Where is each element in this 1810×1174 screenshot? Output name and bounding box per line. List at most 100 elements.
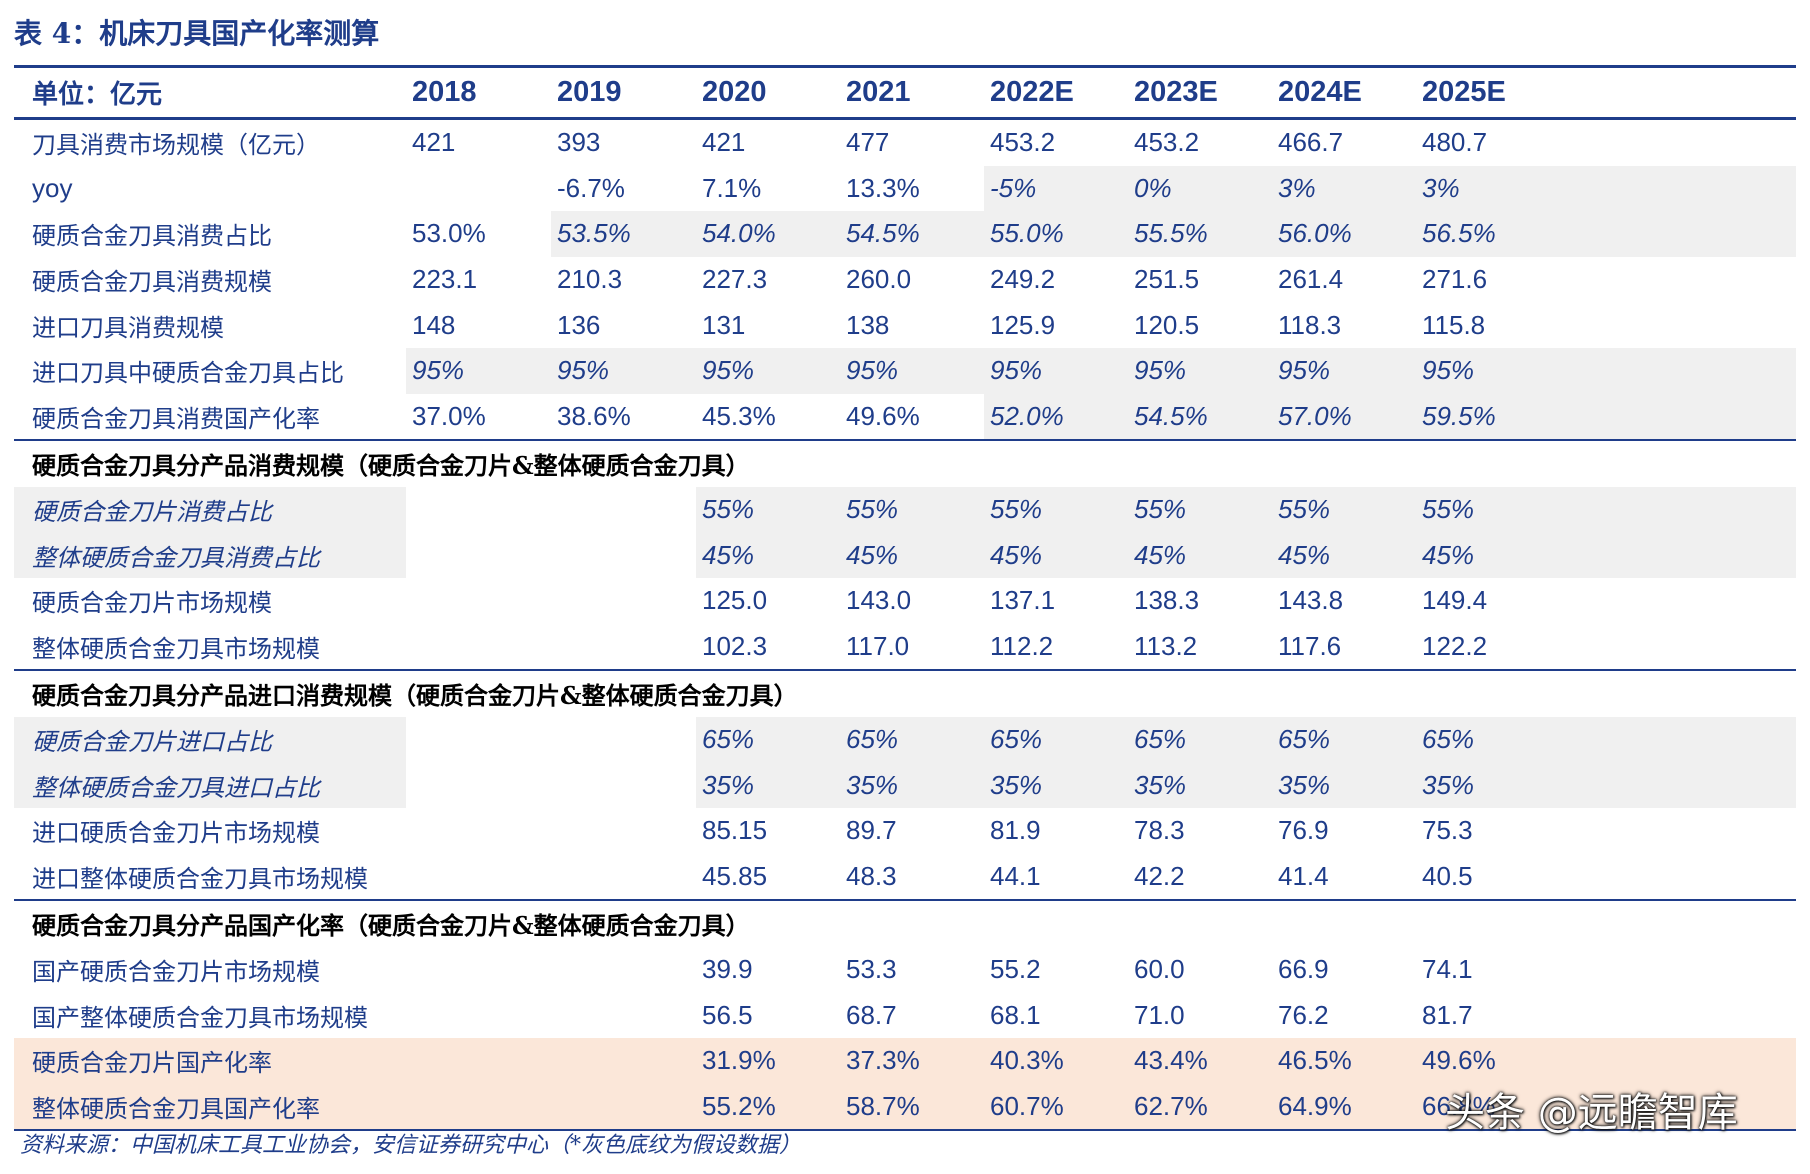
table-cell: 81.7	[1422, 999, 1473, 1030]
table-cell: 85.15	[702, 815, 768, 846]
table-cell: 138	[846, 309, 890, 340]
table-row: 硬质合金刀片消费占比 55% 55% 55% 55% 55% 55%	[14, 486, 1796, 533]
table-cell: 65%	[1416, 716, 1796, 763]
table-cell: 95%	[1272, 347, 1416, 394]
table-cell: 55%	[1416, 486, 1796, 533]
row-label: 整体硬质合金刀具消费占比	[14, 532, 406, 578]
row-label: yoy	[32, 172, 73, 203]
table-cell: 45%	[1272, 532, 1416, 578]
table-cell: 65%	[696, 716, 840, 763]
table-cell: 251.5	[1134, 264, 1200, 295]
table-cell	[551, 947, 696, 993]
table-cell	[551, 578, 696, 624]
table-cell: 55.2%	[696, 1083, 840, 1132]
table-cell: 143.8	[1278, 585, 1344, 616]
header-year: 2024E	[1272, 68, 1416, 120]
table-cell: 68.1	[990, 999, 1041, 1030]
table-cell: 453.2	[990, 127, 1056, 158]
table-cell	[406, 578, 551, 624]
table-cell: 65%	[1272, 716, 1416, 763]
table-cell: 13.3%	[846, 172, 920, 203]
table-cell	[406, 166, 551, 212]
row-label: 整体硬质合金刀具国产化率	[14, 1083, 406, 1132]
table-cell	[406, 992, 551, 1038]
table-cell: 137.1	[990, 585, 1056, 616]
table-cell: 66.8%	[1416, 1083, 1796, 1132]
table-cell: 117.0	[846, 630, 910, 661]
table-row: 硬质合金刀片进口占比 65% 65% 65% 65% 65% 65%	[14, 716, 1796, 763]
table-cell: 65%	[1128, 716, 1272, 763]
table-cell: 3%	[1272, 165, 1416, 212]
table-cell	[406, 532, 551, 578]
table-cell: 95%	[840, 347, 984, 394]
row-label: 国产硬质合金刀片市场规模	[32, 957, 320, 986]
table-cell	[551, 532, 696, 578]
table-cell: 122.2	[1422, 630, 1488, 661]
table-cell: 115.8	[1422, 309, 1486, 340]
table-cell: 41.4	[1278, 860, 1329, 891]
table-cell: 35%	[984, 762, 1128, 808]
section-title: 硬质合金刀具分产品进口消费规模（硬质合金刀片&整体硬质合金刀具）	[14, 669, 1796, 717]
table-row: 硬质合金刀片市场规模 125.0 143.0 137.1 138.3 143.8…	[14, 578, 1796, 624]
table-cell: 35%	[840, 762, 984, 808]
table-row: 进口刀具消费规模 148 136 131 138 125.9 120.5 118…	[14, 302, 1796, 348]
table-cell: 95%	[551, 347, 696, 394]
table-cell: 75.3	[1422, 815, 1473, 846]
table-cell: -6.7%	[557, 172, 625, 203]
table-cell: 55%	[696, 486, 840, 533]
table-cell: 480.7	[1422, 127, 1488, 158]
row-label: 进口硬质合金刀片市场规模	[32, 819, 320, 848]
table-cell: 223.1	[412, 264, 478, 295]
row-label: 整体硬质合金刀具进口占比	[14, 762, 406, 808]
table-row: 刀具消费市场规模（亿元） 421 393 421 477 453.2 453.2…	[14, 119, 1796, 166]
table-cell: 38.6%	[557, 400, 631, 431]
table-cell: 131	[702, 309, 746, 340]
table-cell: 54.5%	[840, 211, 984, 257]
table-cell: 249.2	[990, 264, 1056, 295]
table-cell: 35%	[1272, 762, 1416, 808]
table-cell: 136	[557, 309, 601, 340]
table-cell: 54.0%	[696, 211, 840, 257]
table-cell: 45%	[840, 532, 984, 578]
row-label: 整体硬质合金刀具市场规模	[32, 634, 320, 663]
table-cell: 45%	[1128, 532, 1272, 578]
table-cell: 53.3	[846, 953, 897, 984]
table-cell: 453.2	[1134, 127, 1200, 158]
table-cell	[551, 1037, 696, 1084]
table-cell: 31.9%	[696, 1037, 840, 1084]
row-label: 硬质合金刀片消费占比	[14, 486, 406, 533]
table-cell: 56.5	[702, 999, 753, 1030]
table-cell: 260.0	[846, 264, 912, 295]
table-cell	[551, 1083, 696, 1132]
table-cell: 53.5%	[551, 211, 696, 257]
table-cell: 56.0%	[1272, 211, 1416, 257]
table-cell: 45%	[1416, 532, 1796, 578]
table-cell: 120.5	[1134, 309, 1200, 340]
table-cell: 7.1%	[702, 172, 762, 203]
header-year: 2022E	[984, 68, 1128, 120]
table-cell: 95%	[406, 347, 551, 394]
table-cell	[406, 762, 551, 808]
table-cell: 393	[557, 127, 601, 158]
table-cell: 477	[846, 127, 890, 158]
table-row: 进口刀具中硬质合金刀具占比 95% 95% 95% 95% 95% 95% 95…	[14, 347, 1796, 394]
row-label: 硬质合金刀片国产化率	[14, 1037, 406, 1084]
table-cell	[406, 1037, 551, 1084]
table-cell: 62.7%	[1128, 1083, 1272, 1132]
table-cell: 35%	[696, 762, 840, 808]
row-label: 硬质合金刀片进口占比	[14, 716, 406, 763]
table-row: 硬质合金刀具消费规模 223.1 210.3 227.3 260.0 249.2…	[14, 257, 1796, 303]
table-cell: 210.3	[557, 264, 623, 295]
table-row: 硬质合金刀具消费占比 53.0% 53.5% 54.0% 54.5% 55.0%…	[14, 211, 1796, 257]
header-unit: 单位：亿元	[14, 68, 406, 120]
table-cell	[551, 854, 696, 901]
table-cell: 42.2	[1134, 860, 1185, 891]
table-cell: 66.9	[1278, 953, 1329, 984]
header-year: 2025E	[1416, 68, 1796, 120]
table-cell: 65%	[840, 716, 984, 763]
table-cell: 40.5	[1422, 860, 1473, 891]
header-row: 单位：亿元 2018 2019 2020 2021 2022E 2023E 20…	[14, 68, 1796, 120]
table-cell: 3%	[1416, 165, 1796, 212]
table-row: 整体硬质合金刀具进口占比 35% 35% 35% 35% 35% 35%	[14, 762, 1796, 808]
table-cell: 55%	[840, 486, 984, 533]
